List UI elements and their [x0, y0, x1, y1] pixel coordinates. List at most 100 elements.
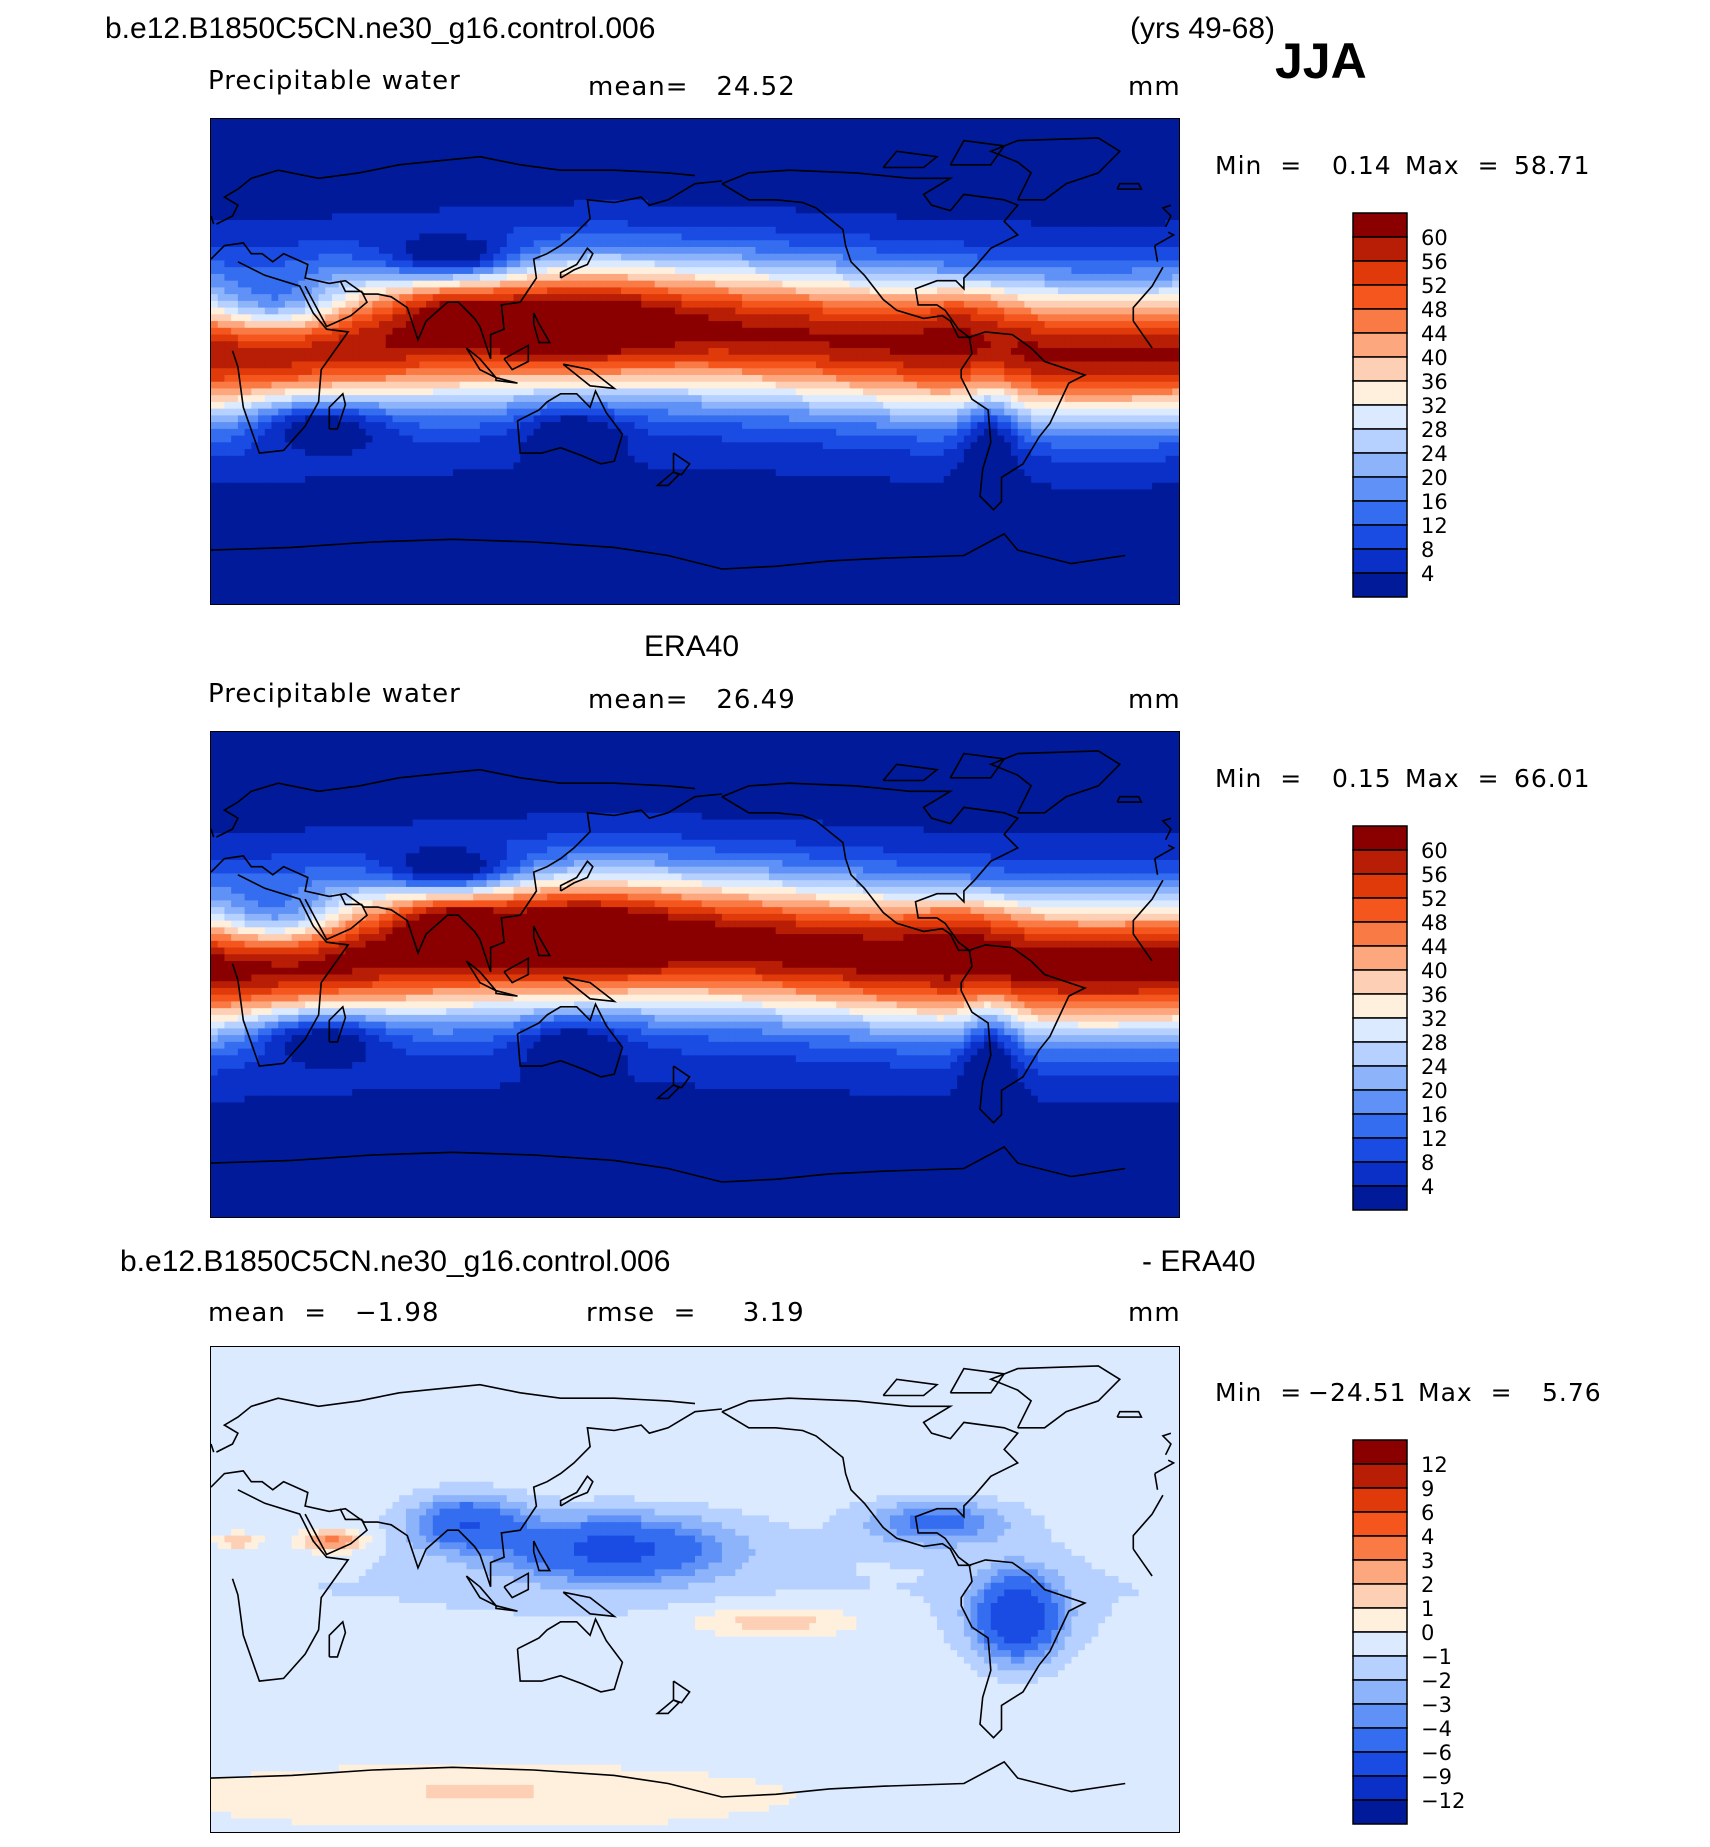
coastlines	[211, 137, 1176, 570]
colorbar-tick-label: 16	[1421, 490, 1448, 514]
case-title: b.e12.B1850C5CN.ne30_g16.control.006	[105, 14, 655, 44]
colorbar-swatch	[1352, 1439, 1408, 1465]
colorbar-swatch	[1352, 969, 1408, 995]
colorbar-swatch	[1352, 1775, 1408, 1801]
colorbar-swatch	[1352, 1185, 1408, 1211]
colorbar-tick-label: 60	[1421, 226, 1448, 250]
panel1-max-value: 58.71	[1514, 153, 1591, 178]
panel2-map	[210, 731, 1180, 1218]
colorbar-tick-label: 40	[1421, 346, 1448, 370]
colorbar-tick-label: 3	[1421, 1549, 1434, 1573]
colorbar-swatch	[1352, 1161, 1408, 1187]
years-label: (yrs 49-68)	[1130, 14, 1275, 44]
panel3-max-value: 5.76	[1542, 1380, 1602, 1405]
panel2-units-label: mm	[1128, 687, 1181, 713]
colorbar-swatch	[1352, 849, 1408, 875]
panel2-title: ERA40	[644, 632, 739, 662]
colorbar-tick-label: −3	[1421, 1693, 1452, 1717]
colorbar-swatch	[1352, 428, 1408, 454]
colorbar-swatch	[1352, 993, 1408, 1019]
colorbar-swatch	[1352, 1017, 1408, 1043]
colorbar-tick-label: 60	[1421, 839, 1448, 863]
colorbar-tick-label: 32	[1421, 1007, 1448, 1031]
colorbar-tick-label: 36	[1421, 983, 1448, 1007]
panel1-min-value: 0.14	[1332, 153, 1392, 178]
colorbar-tick-label: −4	[1421, 1717, 1452, 1741]
colorbar-swatch	[1352, 1487, 1408, 1513]
colorbar-tick-label: 12	[1421, 1453, 1448, 1477]
colorbar-swatch	[1352, 897, 1408, 923]
colorbar-swatch	[1352, 1089, 1408, 1115]
panel3-max-label: Max =	[1418, 1380, 1513, 1405]
colorbar-swatch	[1352, 1559, 1408, 1585]
colorbar-swatch	[1352, 332, 1408, 358]
colorbar-swatch	[1352, 1535, 1408, 1561]
panel3-title-suffix: - ERA40	[1142, 1247, 1255, 1277]
panel1-min-label: Min =	[1215, 153, 1302, 178]
panel2-max-label: Max =	[1405, 766, 1500, 791]
colorbar-swatch	[1352, 1137, 1408, 1163]
panel1-variable-label: Precipitable water	[208, 68, 461, 94]
panel2-variable-label: Precipitable water	[208, 681, 461, 707]
colorbar-tick-label: 32	[1421, 394, 1448, 418]
colorbar-swatch	[1352, 236, 1408, 262]
colorbar-tick-label: 48	[1421, 911, 1448, 935]
colorbar-swatch	[1352, 548, 1408, 574]
colorbar-swatch	[1352, 260, 1408, 286]
colorbar-swatch	[1352, 1799, 1408, 1825]
panel3-min-label: Min =	[1215, 1380, 1302, 1405]
colorbar-tick-label: 16	[1421, 1103, 1448, 1127]
colorbar-tick-label: −9	[1421, 1765, 1452, 1789]
map-field	[211, 732, 1179, 1217]
colorbar-swatch	[1352, 1065, 1408, 1091]
panel1-mean-label: mean= 24.52	[588, 74, 796, 100]
colorbar-swatch	[1352, 380, 1408, 406]
panel3-map	[210, 1346, 1180, 1833]
colorbar-tick-label: 44	[1421, 322, 1448, 346]
colorbar-swatch	[1352, 1583, 1408, 1609]
map-field	[211, 119, 1179, 604]
colorbar-tick-label: 24	[1421, 442, 1448, 466]
colorbar-tick-label: 8	[1421, 538, 1434, 562]
contour-fill	[211, 1347, 1179, 1832]
colorbar-tick-label: 56	[1421, 250, 1448, 274]
colorbar-swatch	[1352, 1631, 1408, 1657]
panel2-mean-label: mean= 26.49	[588, 687, 796, 713]
panel3-min-value: −24.51	[1308, 1380, 1407, 1405]
colorbar-swatch	[1352, 1703, 1408, 1729]
colorbar-tick-label: 4	[1421, 1525, 1434, 1549]
panel2-min-value: 0.15	[1332, 766, 1392, 791]
coastlines	[211, 750, 1176, 1183]
panel2-min-label: Min =	[1215, 766, 1302, 791]
colorbar-swatch	[1352, 1511, 1408, 1537]
colorbar-tick-label: −12	[1421, 1789, 1465, 1813]
colorbar-tick-label: 24	[1421, 1055, 1448, 1079]
colorbar-swatch	[1352, 452, 1408, 478]
colorbar-tick-label: 1	[1421, 1597, 1434, 1621]
colorbar-tick-label: 2	[1421, 1573, 1434, 1597]
colorbar-tick-label: 0	[1421, 1621, 1434, 1645]
colorbar-swatch	[1352, 1679, 1408, 1705]
colorbar-swatch	[1352, 1041, 1408, 1067]
colorbar-tick-label: −6	[1421, 1741, 1452, 1765]
colorbar-swatch	[1352, 524, 1408, 550]
colorbar-swatch	[1352, 1463, 1408, 1489]
colorbar-swatch	[1352, 356, 1408, 382]
map-field	[211, 1347, 1179, 1832]
colorbar-tick-label: 52	[1421, 887, 1448, 911]
colorbar-tick-label: 20	[1421, 1079, 1448, 1103]
colorbar-tick-label: 28	[1421, 1031, 1448, 1055]
panel1-units-label: mm	[1128, 74, 1181, 100]
colorbar-tick-label: −1	[1421, 1645, 1452, 1669]
colorbar-tick-label: −2	[1421, 1669, 1452, 1693]
colorbar-swatch	[1352, 308, 1408, 334]
colorbar-tick-label: 6	[1421, 1501, 1434, 1525]
colorbar-tick-label: 4	[1421, 562, 1434, 586]
colorbar-swatch	[1352, 476, 1408, 502]
colorbar-tick-label: 9	[1421, 1477, 1434, 1501]
colorbar-swatch	[1352, 1727, 1408, 1753]
colorbar-tick-label: 28	[1421, 418, 1448, 442]
colorbar-swatch	[1352, 873, 1408, 899]
colorbar-swatch	[1352, 1751, 1408, 1777]
colorbar-tick-label: 8	[1421, 1151, 1434, 1175]
